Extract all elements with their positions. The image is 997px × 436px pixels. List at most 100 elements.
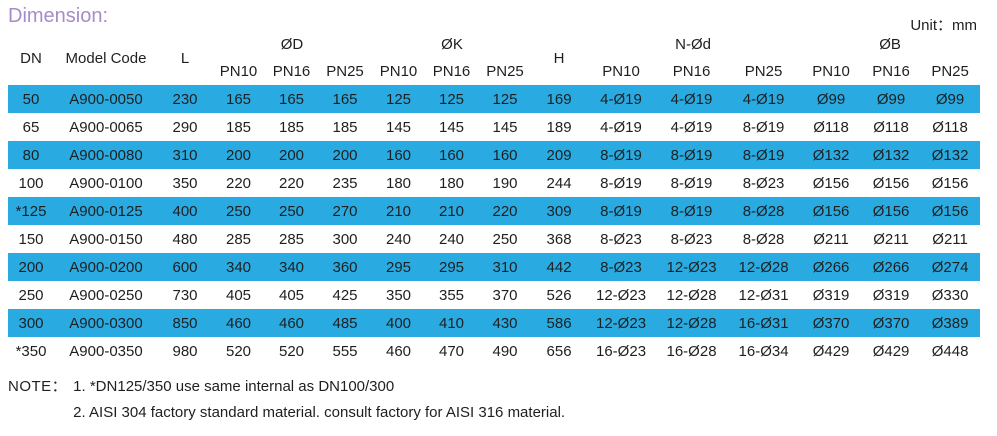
table-cell: 430 <box>492 314 518 332</box>
header-ok-pn10: PN10 <box>379 63 418 80</box>
table-cell: 16-Ø28 <box>666 342 717 360</box>
table-cell: 8-Ø19 <box>600 146 642 164</box>
table-cell: A900-0200 <box>69 258 143 276</box>
table-cell: 12-Ø28 <box>666 286 717 304</box>
table-cell: 185 <box>225 118 252 136</box>
table-cell: 4-Ø19 <box>670 118 713 136</box>
table-cell: 200 <box>278 146 305 164</box>
table-cell: 200 <box>18 258 44 276</box>
table-cell: Ø211 <box>873 230 909 248</box>
table-cell: Ø132 <box>812 146 850 164</box>
table-cell: 4-Ø19 <box>670 90 713 108</box>
table-cell: 12-Ø28 <box>666 314 717 332</box>
table-cell: Ø156 <box>872 202 910 220</box>
table-cell: 410 <box>438 314 465 332</box>
table-cell: 12-Ø23 <box>596 314 647 332</box>
table-cell: 4-Ø19 <box>600 90 642 108</box>
header-od-pn16: PN16 <box>272 63 311 80</box>
table-cell: 210 <box>438 202 465 220</box>
table-cell: 145 <box>385 118 412 136</box>
table-cell: 125 <box>385 90 412 108</box>
header-ok-pn25: PN25 <box>486 63 524 80</box>
table-cell: 235 <box>332 174 358 192</box>
header-nod-pn10: PN10 <box>602 63 640 80</box>
table-cell: 309 <box>546 202 572 220</box>
table-cell: 285 <box>225 230 252 248</box>
table-cell: Ø429 <box>812 342 850 360</box>
table-cell: Ø319 <box>872 286 910 304</box>
table-cell: 220 <box>492 202 518 220</box>
table-cell: 125 <box>492 90 518 108</box>
table-cell: Ø156 <box>812 174 850 192</box>
table-row: *125 A900-0125 400 250 250 270 210 210 220 309 8-Ø… <box>8 197 981 225</box>
table-cell: 400 <box>385 314 412 332</box>
dimension-table: DN Model Code L ØD ØK H N-Ød ØB PN10 PN1… <box>8 31 981 365</box>
table-cell: 490 <box>492 342 518 360</box>
table-cell: 8-Ø23 <box>742 174 785 192</box>
table-cell: 8-Ø19 <box>670 174 713 192</box>
table-cell: 980 <box>172 342 198 360</box>
table-cell: A900-0250 <box>69 286 143 304</box>
table-cell: 160 <box>438 146 465 164</box>
table-row: 100 A900-0100 350 220 220 235 180 180 190 244 8-Ø1… <box>8 169 980 197</box>
table-cell: 145 <box>492 118 518 136</box>
table-cell: 180 <box>438 174 465 192</box>
table-cell: 300 <box>332 230 358 248</box>
table-cell: Ø99 <box>876 90 906 108</box>
table-cell: A900-0300 <box>69 314 143 332</box>
table-cell: Ø266 <box>872 258 910 276</box>
table-row: 65 A900-0065 290 185 185 185 145 145 145 189 4-Ø19… <box>8 113 980 141</box>
table-cell: 8-Ø19 <box>742 118 785 136</box>
table-cell: 200 <box>225 146 252 164</box>
table-cell: 220 <box>278 174 305 192</box>
table-cell: 185 <box>278 118 305 136</box>
table-cell: 250 <box>225 202 252 220</box>
table-cell: 8-Ø19 <box>600 174 642 192</box>
header-model-code: Model Code <box>65 49 147 67</box>
table-cell: Ø330 <box>931 286 969 304</box>
table-cell: A900-0100 <box>69 174 143 192</box>
table-cell: 370 <box>492 286 518 304</box>
table-cell: 340 <box>278 258 305 276</box>
header-ob-pn16: PN16 <box>872 63 910 80</box>
table-cell: 4-Ø19 <box>600 118 642 136</box>
table-row: 300 A900-0300 850 460 460 485 400 410 430 586 12-Ø… <box>8 309 981 337</box>
table-cell: 555 <box>332 342 358 360</box>
table-cell: 355 <box>438 286 465 304</box>
table-cell: 600 <box>172 258 198 276</box>
header-group-nod: N-Ød <box>675 36 711 53</box>
table-cell: 350 <box>385 286 412 304</box>
table-body: 50 A900-0050 230 165 165 165 125 125 125 169 4-Ø19… <box>8 85 981 365</box>
table-cell: 165 <box>278 90 305 108</box>
table-cell: 12-Ø28 <box>738 258 789 276</box>
table-cell: 160 <box>385 146 412 164</box>
table-row: 250 A900-0250 730 405 405 425 350 355 370 526 12-Ø… <box>8 281 980 309</box>
table-cell: 65 <box>22 118 40 136</box>
table-cell: 244 <box>546 174 572 192</box>
table-cell: 240 <box>438 230 465 248</box>
table-cell: 150 <box>18 230 44 248</box>
table-cell: 405 <box>278 286 305 304</box>
table-cell: 220 <box>225 174 252 192</box>
table-cell: 520 <box>225 342 252 360</box>
table-cell: Ø156 <box>931 202 969 220</box>
header-ob-pn25: PN25 <box>931 63 969 80</box>
table-cell: 850 <box>172 314 198 332</box>
table-cell: 300 <box>18 314 44 332</box>
table-cell: A900-0050 <box>69 90 143 108</box>
table-cell: 100 <box>18 174 44 192</box>
header-l: L <box>180 49 190 67</box>
table-cell: 210 <box>385 202 412 220</box>
header-dn: DN <box>20 49 42 67</box>
table-cell: 230 <box>172 90 198 108</box>
table-cell: 12-Ø31 <box>738 286 789 304</box>
table-cell: 285 <box>278 230 305 248</box>
table-cell: A900-0065 <box>69 118 143 136</box>
header-ob-pn10: PN10 <box>812 63 850 80</box>
table-cell: 520 <box>278 342 305 360</box>
table-cell: 16-Ø34 <box>738 342 789 360</box>
table-cell: Ø156 <box>931 174 969 192</box>
table-cell: 368 <box>546 230 572 248</box>
table-cell: Ø132 <box>931 146 969 164</box>
table-cell: A900-0125 <box>69 202 143 220</box>
